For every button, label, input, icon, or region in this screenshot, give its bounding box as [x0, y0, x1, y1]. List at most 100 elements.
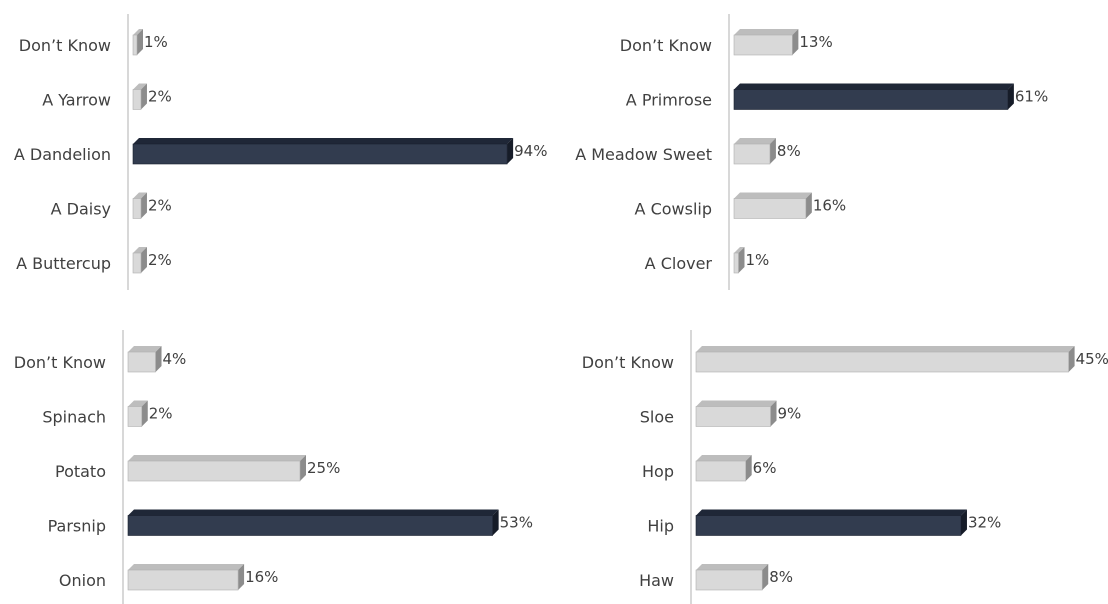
- value-label: 8%: [777, 142, 801, 160]
- value-label: 1%: [144, 33, 168, 51]
- category-label: Don’t Know: [19, 36, 111, 55]
- value-label: 1%: [745, 251, 769, 269]
- bar: [695, 346, 1075, 373]
- bar-side-face: [1068, 346, 1075, 372]
- bar: [733, 247, 745, 274]
- bar-chart-2: Don’t Know 13% A Primrose 61% A Meadow Sweet…: [575, 14, 1048, 290]
- bar-side-face: [140, 83, 147, 110]
- bar-front-face: [695, 569, 763, 591]
- category-label: Sloe: [640, 408, 674, 427]
- value-label: 6%: [753, 459, 777, 477]
- bar-front-face: [733, 252, 739, 274]
- bar-front-face: [733, 34, 793, 56]
- value-label: 4%: [163, 350, 187, 368]
- bar-top-face: [696, 455, 752, 461]
- category-label: A Clover: [645, 254, 713, 273]
- bar-side-face: [300, 455, 306, 481]
- bar-top-face: [696, 564, 769, 570]
- bar-top-face: [128, 400, 148, 407]
- bar-side-face: [507, 138, 514, 164]
- bar-top-face: [696, 509, 967, 516]
- bar: [132, 83, 147, 110]
- bar-front-face: [733, 89, 1009, 110]
- bar-front-face: [127, 460, 301, 482]
- bar: [695, 400, 777, 427]
- bar-front-face: [132, 252, 142, 274]
- bar: [127, 346, 162, 373]
- bar-top-face: [133, 138, 514, 144]
- bar: [132, 247, 147, 274]
- value-label: 53%: [500, 514, 533, 532]
- bar-side-face: [140, 247, 147, 273]
- bar-side-face: [238, 564, 245, 590]
- bar: [733, 83, 1014, 110]
- bar-top-face: [734, 29, 799, 35]
- value-label: 16%: [813, 197, 846, 215]
- bar-front-face: [132, 89, 142, 110]
- bar: [695, 509, 967, 536]
- category-label: A Daisy: [51, 200, 111, 219]
- value-label: 25%: [307, 459, 340, 477]
- bar-side-face: [1007, 83, 1014, 110]
- bar-top-face: [133, 192, 147, 199]
- category-label: Onion: [59, 571, 106, 590]
- bar: [132, 192, 147, 219]
- value-label: 94%: [514, 142, 547, 160]
- bar-front-face: [132, 143, 508, 165]
- bar-top-face: [696, 400, 777, 407]
- category-label: Don’t Know: [620, 36, 712, 55]
- bar-front-face: [695, 460, 746, 482]
- bar-top-face: [128, 509, 499, 516]
- bar-side-face: [792, 29, 799, 55]
- category-label: A Primrose: [626, 91, 712, 110]
- category-label: Spinach: [42, 408, 106, 427]
- category-label: Hip: [647, 517, 674, 536]
- bar-chart-4: Don’t Know 45% Sloe 9% Hop 6% Hip 32% Haw 8%: [582, 330, 1108, 604]
- value-label: 2%: [148, 251, 172, 269]
- bar: [733, 192, 812, 219]
- bar-top-face: [133, 247, 147, 253]
- bar-side-face: [140, 192, 147, 219]
- bar-top-face: [734, 247, 745, 253]
- value-label: 2%: [149, 405, 173, 423]
- bar: [132, 138, 514, 165]
- bar: [733, 138, 776, 165]
- bar-front-face: [127, 406, 143, 427]
- bar-side-face: [137, 29, 143, 55]
- bar: [127, 400, 148, 427]
- bar-side-face: [745, 455, 752, 481]
- category-label: Don’t Know: [582, 353, 674, 372]
- value-label: 8%: [769, 568, 793, 586]
- bar-side-face: [770, 400, 777, 427]
- bar-side-face: [762, 564, 769, 590]
- category-label: Don’t Know: [14, 353, 106, 372]
- value-label: 61%: [1015, 88, 1048, 106]
- bar-side-face: [492, 509, 499, 536]
- value-label: 32%: [968, 514, 1001, 532]
- bar-side-face: [805, 192, 812, 219]
- bar: [127, 564, 245, 591]
- bar-top-face: [734, 83, 1014, 90]
- value-label: 16%: [245, 568, 278, 586]
- bar-top-face: [133, 29, 143, 35]
- category-label: A Yarrow: [42, 91, 111, 110]
- bar: [733, 29, 799, 56]
- category-label: A Cowslip: [635, 200, 712, 219]
- bar-front-face: [127, 351, 156, 373]
- bar: [127, 509, 499, 536]
- value-label: 9%: [778, 405, 802, 423]
- bar-side-face: [155, 346, 162, 372]
- value-label: 2%: [148, 197, 172, 215]
- bar-top-face: [734, 192, 812, 199]
- category-label: A Dandelion: [14, 145, 111, 164]
- value-label: 45%: [1076, 350, 1108, 368]
- bar-front-face: [127, 569, 239, 591]
- category-label: Haw: [639, 571, 674, 590]
- bar-front-face: [733, 198, 807, 219]
- bar-top-face: [128, 455, 306, 461]
- bar-front-face: [695, 351, 1069, 373]
- bar-front-face: [695, 406, 771, 427]
- bar-side-face: [960, 509, 967, 536]
- category-label: Hop: [642, 462, 674, 481]
